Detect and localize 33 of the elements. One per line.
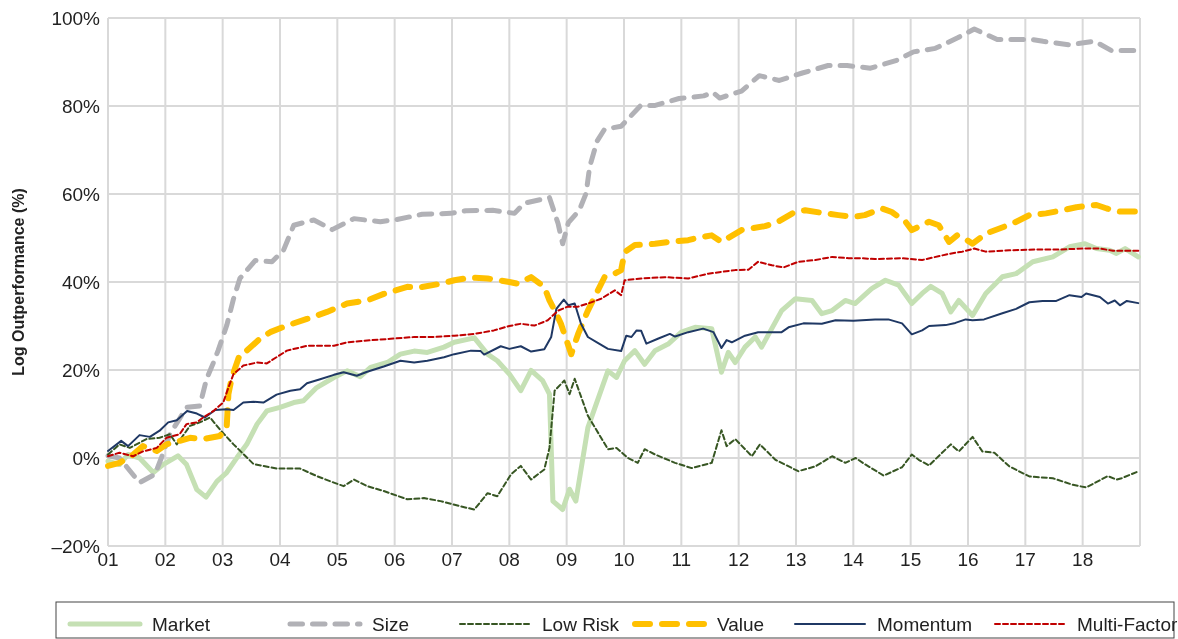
x-tick-label: 06 xyxy=(384,549,406,570)
y-axis-title: Log Outperformance (%) xyxy=(10,188,27,376)
x-tick-label: 07 xyxy=(441,549,463,570)
line-series xyxy=(107,247,1140,458)
y-tick-label: 80% xyxy=(61,95,101,117)
legend-label: Size xyxy=(372,613,409,635)
x-tick-label: 14 xyxy=(842,549,865,570)
x-tick-label: 02 xyxy=(154,549,176,570)
y-tick-label: 0% xyxy=(72,447,101,469)
line-series xyxy=(107,377,1138,511)
x-tick-label: 08 xyxy=(498,549,520,570)
x-tick-label: 09 xyxy=(556,549,578,570)
x-tick-label: 05 xyxy=(326,549,348,570)
y-tick-label: 60% xyxy=(61,183,101,205)
x-tick-label: 17 xyxy=(1014,549,1036,570)
legend-label: Market xyxy=(152,613,211,635)
x-tick-label: 12 xyxy=(728,549,750,570)
x-tick-label: 10 xyxy=(613,549,635,570)
x-tick-label: 15 xyxy=(900,549,922,570)
y-tick-label: 40% xyxy=(61,271,101,293)
y-tick-label: 100% xyxy=(51,7,101,29)
x-tick-label: 13 xyxy=(785,549,807,570)
x-tick-label: 03 xyxy=(212,549,234,570)
y-tick-label: 20% xyxy=(61,359,101,381)
x-tick-label: 04 xyxy=(269,549,291,570)
legend-label: Value xyxy=(717,613,765,635)
legend-label: Low Risk xyxy=(542,613,620,635)
x-tick-label: 16 xyxy=(957,549,979,570)
x-tick-label: 18 xyxy=(1072,549,1094,570)
legend-label: Multi-Factor xyxy=(1077,613,1178,635)
line-series xyxy=(107,292,1140,452)
x-tick-label: 11 xyxy=(671,549,692,570)
legend-label: Momentum xyxy=(877,613,973,635)
